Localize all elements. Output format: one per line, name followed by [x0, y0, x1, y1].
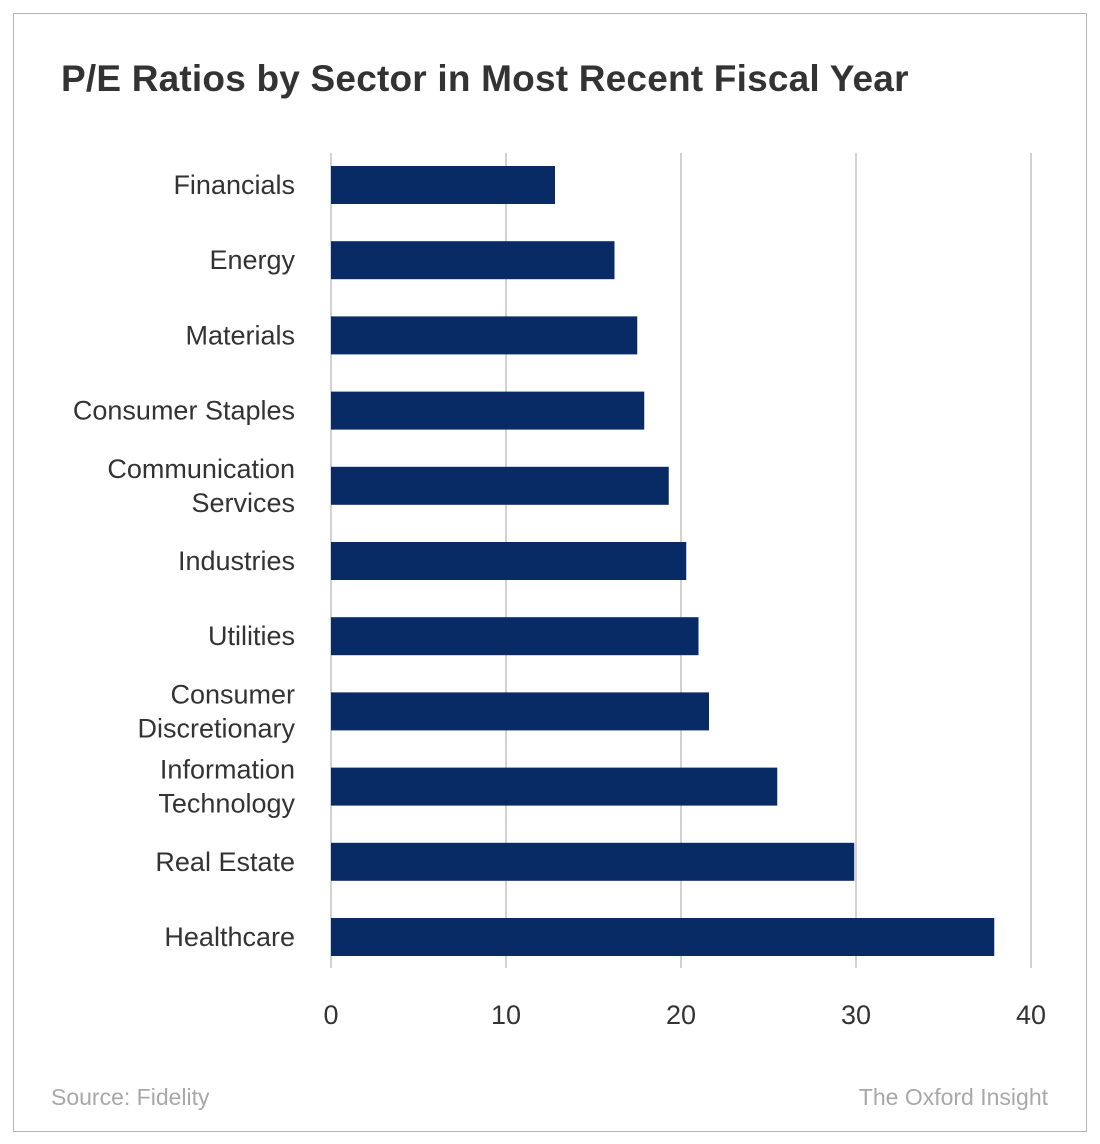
- category-label: Financials: [173, 170, 295, 200]
- category-label: Materials: [185, 320, 295, 350]
- category-label-line: Information: [160, 755, 295, 785]
- category-label-line: Energy: [209, 245, 295, 275]
- x-tick-label: 40: [1016, 1000, 1046, 1030]
- category-label-line: Real Estate: [155, 847, 295, 877]
- brand-credit: The Oxford Insight: [858, 1084, 1048, 1110]
- category-label: Utilities: [208, 621, 295, 651]
- bar-energy: [331, 241, 615, 280]
- x-tick-label: 10: [491, 1000, 521, 1030]
- category-label: Information Technology: [158, 755, 295, 819]
- bar-industries: [331, 542, 687, 580]
- category-label-line: Technology: [158, 789, 295, 819]
- category-label-line: Healthcare: [164, 922, 295, 952]
- bar-financials: [331, 166, 555, 204]
- category-label-line: Consumer: [170, 679, 295, 709]
- category-label-line: Discretionary: [137, 713, 295, 743]
- chart-title: P/E Ratios by Sector in Most Recent Fisc…: [61, 58, 909, 99]
- chart-frame: [13, 13, 1087, 1132]
- category-label: Energy: [209, 245, 295, 275]
- bar-information-technology: [331, 767, 778, 806]
- category-label: Industries: [178, 546, 295, 576]
- bar-consumer-staples: [331, 391, 645, 430]
- category-label-line: Industries: [178, 546, 295, 576]
- category-label: Real Estate: [155, 847, 295, 877]
- category-label: Healthcare: [164, 922, 295, 952]
- category-label-line: Services: [191, 488, 295, 518]
- category-label: Consumer Staples: [73, 396, 295, 426]
- x-tick-label: 20: [666, 1000, 696, 1030]
- category-label-line: Materials: [185, 320, 295, 350]
- category-label-line: Communication: [107, 454, 295, 484]
- bar-real-estate: [331, 842, 855, 881]
- bar-healthcare: [331, 918, 995, 956]
- bar-communication-services: [331, 466, 669, 505]
- bar-utilities: [331, 617, 699, 656]
- x-tick-label: 0: [323, 1000, 338, 1030]
- category-label-line: Consumer Staples: [73, 396, 295, 426]
- bar-consumer-discretionary: [331, 692, 709, 731]
- category-label-line: Financials: [173, 170, 295, 200]
- category-label: Consumer Discretionary: [137, 679, 295, 743]
- bar-materials: [331, 316, 638, 355]
- category-label-line: Utilities: [208, 621, 295, 651]
- source-note: Source: Fidelity: [51, 1084, 210, 1110]
- x-tick-label: 30: [841, 1000, 871, 1030]
- category-label: Communication Services: [107, 454, 295, 518]
